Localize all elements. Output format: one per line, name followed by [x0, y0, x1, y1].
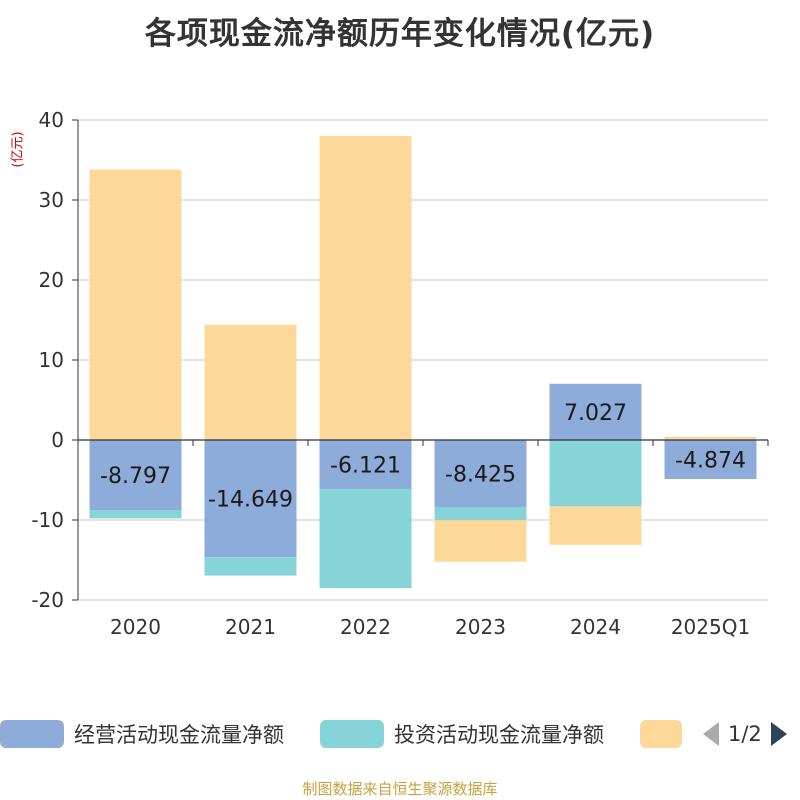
x-tick-label-2021: 2021	[225, 615, 276, 639]
bar-operating-2020	[89, 440, 182, 511]
bar-operating-2021	[204, 440, 297, 558]
bar-investing-2021	[204, 557, 297, 576]
x-tick-label-2023: 2023	[455, 615, 506, 639]
bar-financing-2022	[319, 136, 412, 440]
y-tick-label: 20	[39, 268, 64, 292]
legend-swatch-financing	[640, 720, 682, 748]
x-tick-label-2025Q1: 2025Q1	[671, 615, 750, 639]
bar-investing-2020	[89, 510, 182, 519]
bar-investing-2023	[434, 507, 527, 521]
bar-financing-2024	[549, 506, 642, 545]
legend: 经营活动现金流量净额 投资活动现金流量净额 1/2	[0, 716, 800, 752]
legend-prev-arrow-icon[interactable]	[702, 721, 720, 747]
bar-financing-2025Q1	[664, 436, 757, 440]
y-tick-label: 40	[39, 108, 64, 132]
legend-item-investing[interactable]: 投资活动现金流量净额	[320, 718, 604, 750]
bar-investing-2022	[319, 488, 412, 589]
chart-title: 各项现金流净额历年变化情况(亿元)	[144, 16, 656, 52]
y-tick-label: -20	[31, 588, 64, 612]
bar-operating-2022	[319, 440, 412, 489]
x-tick-label-2024: 2024	[570, 615, 621, 639]
data-label-operating-2021: -14.649	[208, 488, 293, 513]
legend-swatch-investing	[320, 720, 384, 748]
data-label-operating-2025Q1: -4.874	[675, 448, 746, 473]
x-tick-label-2020: 2020	[110, 615, 161, 639]
data-label-operating-2022: -6.121	[330, 453, 401, 478]
legend-label-investing: 投资活动现金流量净额	[394, 723, 604, 747]
legend-swatch-operating	[0, 720, 64, 748]
legend-pager: 1/2	[702, 718, 788, 750]
legend-next-arrow-icon[interactable]	[770, 721, 788, 747]
data-label-operating-2024: 7.027	[564, 401, 627, 426]
bar-operating-2024	[549, 383, 642, 440]
y-tick-label: 10	[39, 348, 64, 372]
data-label-operating-2020: -8.797	[100, 464, 171, 489]
bar-operating-2023	[434, 440, 527, 508]
x-tick-label-2022: 2022	[340, 615, 391, 639]
legend-item-financing[interactable]	[640, 718, 682, 750]
y-tick-label: 30	[39, 188, 64, 212]
bar-chart: -20 -10 0 10 20 30 40 2020 2021 2022 2023 2024 2025Q…	[31, 108, 769, 639]
bar-financing-2020	[89, 169, 182, 440]
footer-source: 制图数据来自恒生聚源数据库	[302, 780, 498, 798]
bar-operating-2025Q1	[664, 440, 757, 479]
bar-investing-2024	[549, 440, 642, 507]
y-tick-label: 0	[51, 428, 64, 452]
data-label-operating-2023: -8.425	[445, 463, 516, 488]
y-tick-label: -10	[31, 508, 64, 532]
legend-label-operating: 经营活动现金流量净额	[74, 723, 284, 747]
legend-page-indicator: 1/2	[728, 722, 762, 746]
legend-item-operating[interactable]: 经营活动现金流量净额	[0, 718, 284, 750]
bar-financing-2023	[434, 520, 527, 562]
bar-financing-2021	[204, 324, 297, 440]
